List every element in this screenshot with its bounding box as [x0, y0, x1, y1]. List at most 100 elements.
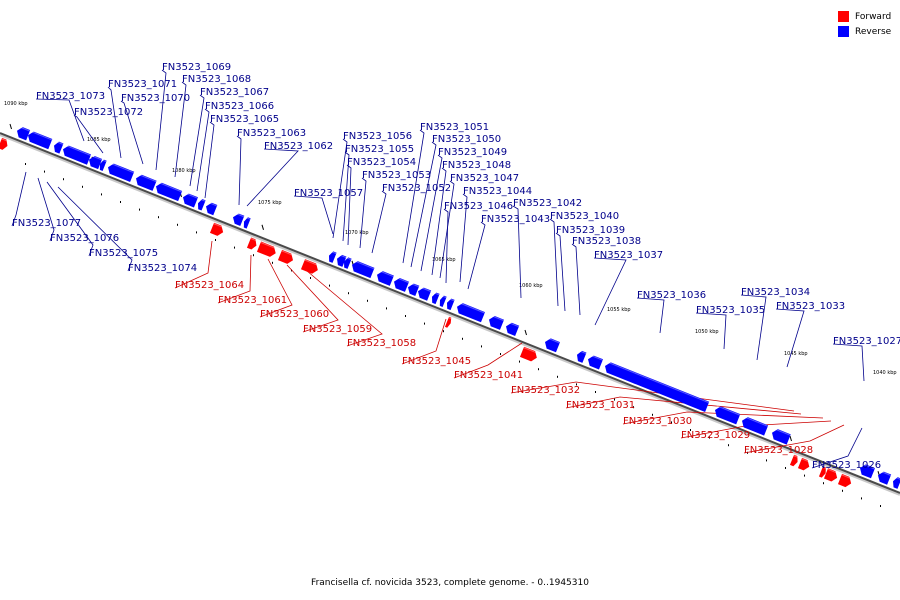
leader-line — [443, 208, 449, 284]
minor-tick — [82, 185, 83, 188]
forward-gene-shine — [1, 138, 10, 143]
leader-line — [431, 167, 447, 276]
reverse-gene-shine — [207, 201, 218, 207]
reverse-gene-shine — [441, 295, 447, 299]
gene-label: FN3523_1070 — [121, 93, 190, 104]
forward-gene-shape — [209, 222, 224, 236]
forward-gene-shine — [213, 223, 225, 229]
reverse-gene-shape — [878, 471, 892, 485]
minor-tick — [823, 482, 824, 485]
minor-tick — [424, 322, 425, 325]
reverse-gene — [394, 276, 410, 292]
reverse-gene-shape — [17, 127, 31, 141]
reverse-swatch — [838, 26, 849, 37]
reverse-gene-shape — [352, 261, 375, 279]
reverse-gene-shape — [63, 145, 92, 165]
reverse-gene-shape — [344, 257, 352, 269]
reverse-gene-shine — [606, 361, 709, 404]
leader-line — [286, 264, 339, 333]
gene-label: FN3523_1026 — [812, 460, 881, 471]
reverse-gene-shape — [588, 355, 604, 370]
reverse-gene-shape — [89, 155, 103, 170]
reverse-gene-shine — [507, 321, 519, 328]
leader-line — [120, 100, 144, 165]
forward-gene — [209, 222, 225, 236]
leader-line — [37, 177, 55, 242]
reverse-gene-shape — [439, 295, 447, 307]
minor-tick — [101, 193, 102, 196]
minor-tick — [253, 254, 254, 257]
reverse-gene-shine — [743, 416, 768, 427]
gene-label: FN3523_1037 — [594, 250, 663, 261]
minor-tick — [272, 261, 273, 264]
leader-line — [549, 218, 559, 307]
leader-line — [174, 240, 213, 289]
gene-label: FN3523_1047 — [450, 173, 519, 184]
kbp-label: 1085 kbp — [87, 137, 111, 143]
reverse-gene-shine — [64, 144, 91, 156]
reverse-gene-shine — [378, 270, 394, 278]
minor-tick — [63, 178, 64, 181]
forward-gene-shine — [822, 466, 828, 470]
minor-tick — [120, 201, 121, 203]
gene-label: FN3523_1053 — [362, 170, 431, 181]
forward-gene — [0, 137, 10, 150]
reverse-gene-shape — [432, 292, 440, 305]
reverse-gene-shine — [490, 314, 504, 322]
reverse-gene-shape — [136, 174, 157, 191]
forward-gene-shape — [246, 237, 257, 250]
forward-gene-shape — [837, 473, 852, 488]
forward-gene — [823, 468, 839, 482]
kbp-label: 1040 kbp — [873, 370, 897, 376]
gene-label: FN3523_1077 — [12, 218, 81, 229]
gene-label: FN3523_1064 — [175, 280, 244, 291]
leader-line — [695, 312, 727, 350]
leader-line — [371, 190, 387, 254]
legend-item-forward: Forward — [838, 9, 900, 24]
minor-tick — [158, 216, 159, 219]
forward-gene-shape — [300, 259, 318, 274]
reverse-gene — [156, 181, 183, 202]
reverse-gene — [352, 260, 375, 279]
leader-line — [35, 98, 85, 142]
kbp-label: 1090 kbp — [4, 101, 28, 107]
reverse-gene — [329, 250, 337, 263]
leader-line — [811, 427, 863, 469]
reverse-gene-shape — [418, 287, 432, 301]
reverse-gene-shine — [55, 140, 64, 145]
kbp-label: 1060 kbp — [519, 283, 543, 289]
leader-line — [740, 294, 767, 361]
leader-line — [217, 254, 252, 304]
gene-label: FN3523_1073 — [36, 91, 105, 102]
kbp-label: 1080 kbp — [172, 168, 196, 174]
gene-label: FN3523_1046 — [444, 201, 513, 212]
reverse-gene-shape — [233, 213, 245, 227]
forward-gene-shape — [277, 249, 293, 264]
minor-tick — [386, 307, 387, 310]
reverse-gene-shape — [156, 182, 183, 202]
reverse-gene — [860, 463, 876, 479]
reverse-gene-shape — [506, 322, 520, 336]
leader-line — [775, 308, 805, 368]
kbp-tick — [524, 329, 527, 336]
gene-label: FN3523_1074 — [128, 263, 197, 274]
leader-line — [622, 411, 824, 425]
minor-tick — [481, 345, 482, 348]
forward-gene — [444, 316, 453, 328]
gene-label: FN3523_1043 — [481, 214, 550, 225]
reverse-gene-shine — [419, 286, 431, 292]
minor-tick — [785, 467, 786, 469]
minor-tick — [44, 170, 45, 173]
forward-gene — [277, 249, 295, 264]
forward-gene-shine — [250, 237, 259, 242]
minor-tick — [595, 391, 596, 393]
minor-tick — [215, 239, 216, 241]
reverse-gene — [418, 286, 432, 301]
leader-line — [565, 396, 802, 415]
genome-caption: Francisella cf. novicida 3523, complete … — [311, 578, 589, 588]
reverse-gene-shape — [408, 283, 420, 297]
reverse-gene-shape — [99, 159, 107, 171]
forward-gene-shine — [260, 241, 278, 250]
minor-tick — [747, 451, 748, 454]
reverse-gene-shine — [458, 302, 485, 314]
